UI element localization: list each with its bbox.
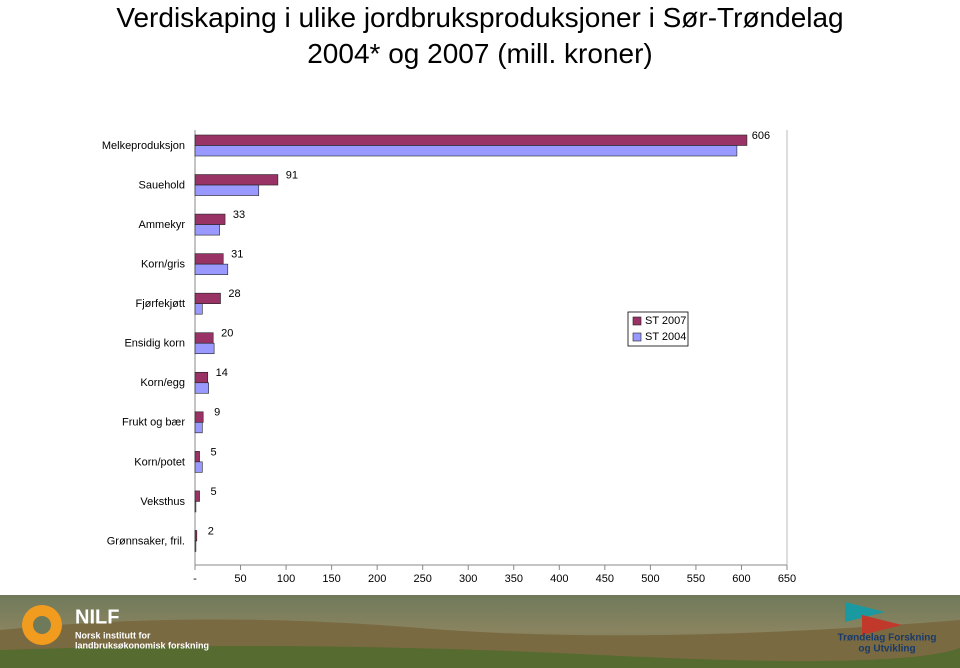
x-tick-label: 400	[550, 573, 568, 585]
data-label: 606	[752, 130, 770, 142]
bar	[194, 540, 197, 552]
data-label: 5	[210, 446, 216, 458]
bar	[194, 332, 214, 344]
bar	[194, 342, 215, 355]
chart-title: Verdiskaping i ulike jordbruksproduksjon…	[116, 2, 844, 69]
y-tick-label: Ensidig korn	[124, 338, 185, 350]
footer-text: landbruksøkonomisk forskning	[75, 640, 209, 650]
legend-label: ST 2007	[645, 315, 686, 327]
bar	[194, 292, 221, 304]
bar	[194, 490, 200, 502]
x-tick-label: 50	[234, 573, 246, 585]
data-label: 91	[286, 169, 298, 181]
data-label: 2	[208, 525, 214, 537]
x-tick-label: 300	[459, 573, 477, 585]
footer-banner	[0, 595, 960, 668]
x-tick-label: 350	[505, 573, 523, 585]
x-tick-label: -	[193, 573, 197, 585]
legend-swatch	[632, 316, 642, 326]
bar	[194, 253, 224, 265]
data-label: 9	[214, 407, 220, 419]
y-tick-label: Frukt og bær	[122, 417, 185, 429]
bar	[194, 134, 748, 146]
bar	[194, 184, 260, 196]
x-tick-label: 500	[641, 573, 659, 585]
y-tick-label: Veksthus	[140, 496, 185, 508]
bar	[194, 371, 209, 384]
bar	[194, 382, 209, 394]
y-tick-label: Korn/gris	[141, 259, 186, 271]
y-tick-label: Grønnsaker, fril.	[107, 535, 185, 547]
x-tick-label: 200	[368, 573, 386, 585]
y-tick-label: Korn/potet	[134, 456, 185, 468]
data-label: 33	[233, 209, 245, 221]
x-tick-label: 100	[277, 573, 295, 585]
y-tick-label: Ammekyr	[139, 219, 186, 231]
x-tick-label: 450	[596, 573, 614, 585]
bar	[194, 174, 279, 186]
footer-text: og Utvikling	[858, 644, 915, 655]
x-tick-label: 550	[687, 573, 705, 585]
y-tick-label: Melkeproduksjon	[102, 140, 185, 152]
bar	[194, 213, 226, 225]
data-label: 31	[231, 249, 243, 261]
bar	[194, 145, 738, 157]
bar	[194, 451, 200, 463]
x-tick-label: 150	[322, 573, 340, 585]
bar	[194, 461, 203, 473]
x-tick-label: 650	[778, 573, 796, 585]
data-label: 14	[216, 367, 228, 379]
bar	[194, 501, 197, 513]
bar	[194, 411, 204, 423]
bar	[194, 263, 229, 275]
y-tick-label: Fjørfekjøtt	[136, 298, 186, 310]
data-label: 20	[221, 328, 233, 340]
legend-swatch	[632, 332, 642, 342]
x-tick-label: 250	[414, 573, 432, 585]
data-label: 28	[228, 288, 240, 300]
bar	[194, 422, 203, 434]
bar	[194, 303, 203, 315]
footer-logo: NILF	[75, 606, 119, 628]
x-tick-label: 600	[732, 573, 750, 585]
bar	[194, 224, 220, 236]
y-tick-label: Sauehold	[139, 179, 186, 191]
bar	[194, 530, 198, 542]
y-tick-label: Korn/egg	[140, 377, 185, 389]
data-label: 5	[210, 486, 216, 498]
footer-text: Trøndelag Forskning	[838, 633, 937, 644]
legend-label: ST 2004	[645, 331, 686, 343]
footer-text: Norsk institutt for	[75, 630, 151, 640]
